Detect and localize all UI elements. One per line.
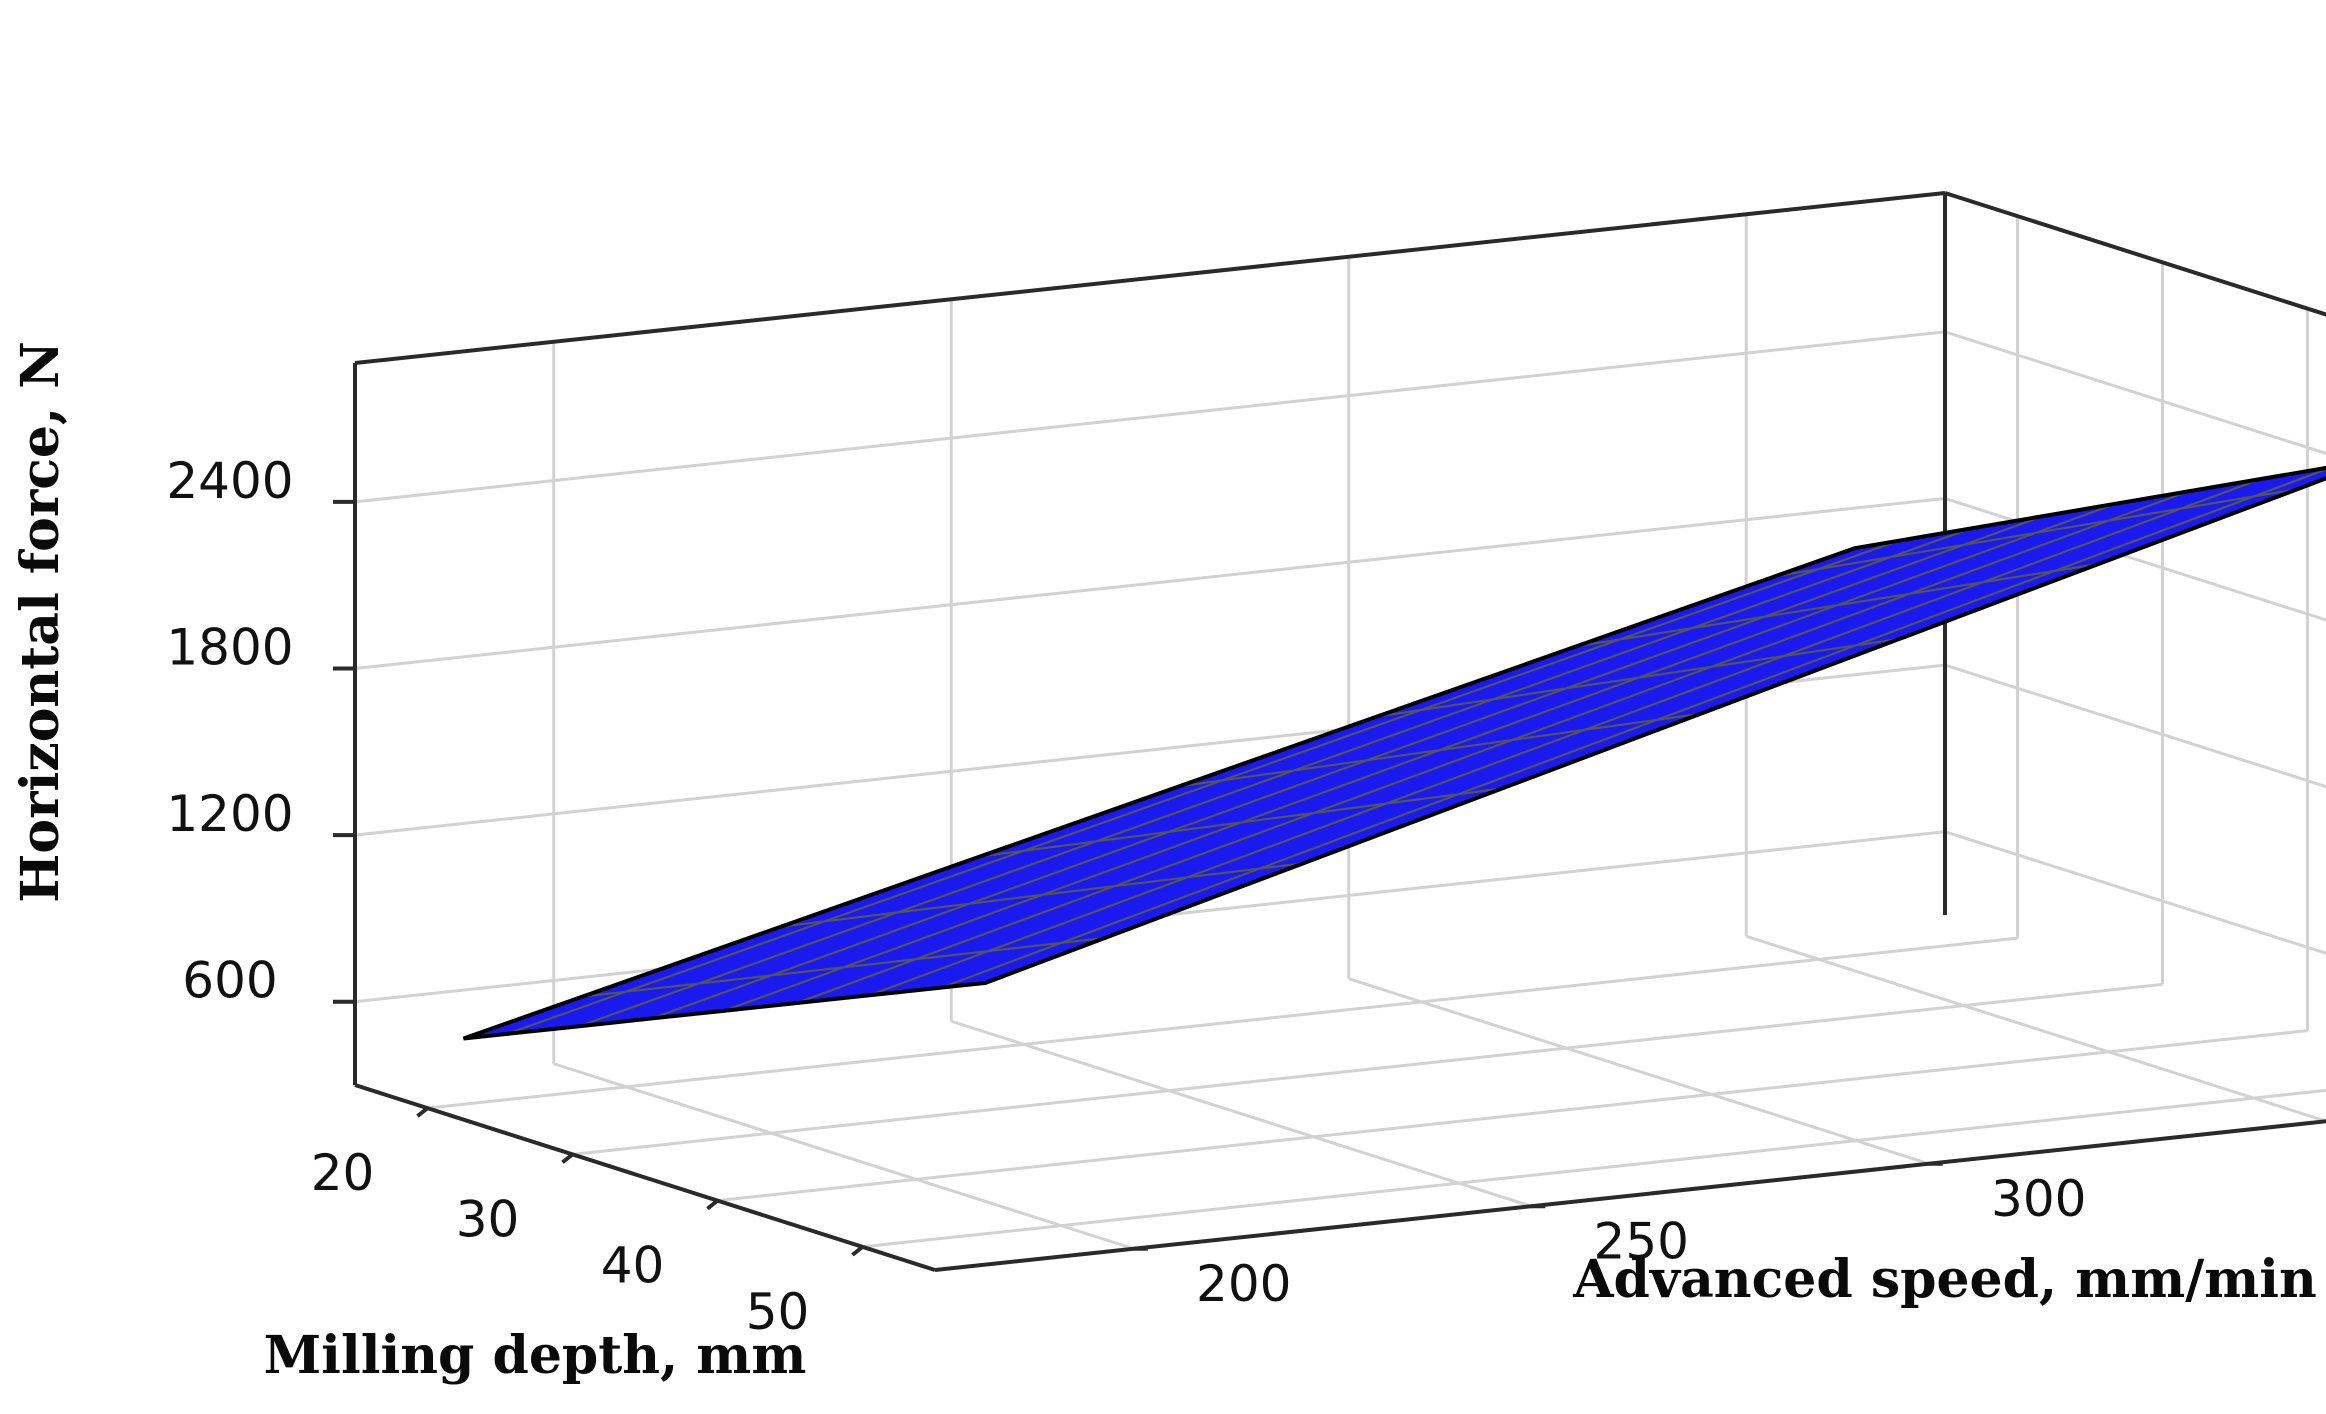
- y-tick-label: 250: [1594, 1212, 1689, 1270]
- x-tick-mark: [851, 1245, 864, 1257]
- surface-patch: [2180, 466, 2326, 510]
- response-surface: [462, 465, 2326, 1041]
- x-tick-mark: [416, 1106, 429, 1118]
- x-tick-label: 20: [311, 1144, 375, 1202]
- x-tick-mark: [706, 1199, 719, 1211]
- y-tick-label: 300: [1991, 1170, 2086, 1228]
- surface-patch: [2253, 468, 2326, 498]
- y-tick-label: 200: [1196, 1255, 1291, 1313]
- x-tick-label: 50: [746, 1283, 810, 1341]
- box-edge: [354, 1083, 936, 1272]
- gridline-floor: [717, 1029, 2308, 1203]
- z-tick-label: 2400: [166, 452, 293, 510]
- x-tick-label: 40: [601, 1237, 665, 1295]
- gridline-left-wall: [354, 496, 1946, 670]
- gridline-floor: [572, 982, 2163, 1156]
- gridline-floor: [862, 1088, 2326, 1249]
- gridline-floor: [950, 1019, 1532, 1208]
- gridline-left-wall: [354, 330, 1946, 504]
- box-edge: [354, 191, 1946, 365]
- axes-box: [353, 191, 2326, 1085]
- gridline-back-wall: [1944, 663, 2326, 789]
- z-tick-label: 1800: [166, 618, 293, 676]
- gridline-back-wall: [1944, 330, 2326, 455]
- z-tick-label: 600: [182, 952, 277, 1010]
- back-gridlines: [354, 214, 2326, 1251]
- box-edge: [1944, 191, 2326, 317]
- y-axis-title: Advanced speed, mm/min: [1572, 1249, 2317, 1310]
- surface-outline: [462, 465, 2326, 1041]
- x-tick-label: 30: [456, 1190, 520, 1248]
- box-edge: [934, 1119, 2326, 1272]
- gridline-back-wall: [1944, 830, 2326, 955]
- gridline-floor: [1745, 934, 2326, 1123]
- gridline-floor: [553, 1062, 1135, 1251]
- x-axis-title: Milling depth, mm: [264, 1325, 807, 1386]
- z-tick-label: 1200: [166, 785, 293, 843]
- gridline-floor: [427, 936, 2018, 1110]
- z-axis-title: Horizontal force, N: [10, 341, 71, 903]
- front-box-edges: [354, 1083, 2326, 1272]
- axis-ticks: 60012001800240020304050200250300350: [166, 452, 2086, 1341]
- gridline-floor: [1348, 977, 1930, 1166]
- x-tick-mark: [561, 1152, 574, 1164]
